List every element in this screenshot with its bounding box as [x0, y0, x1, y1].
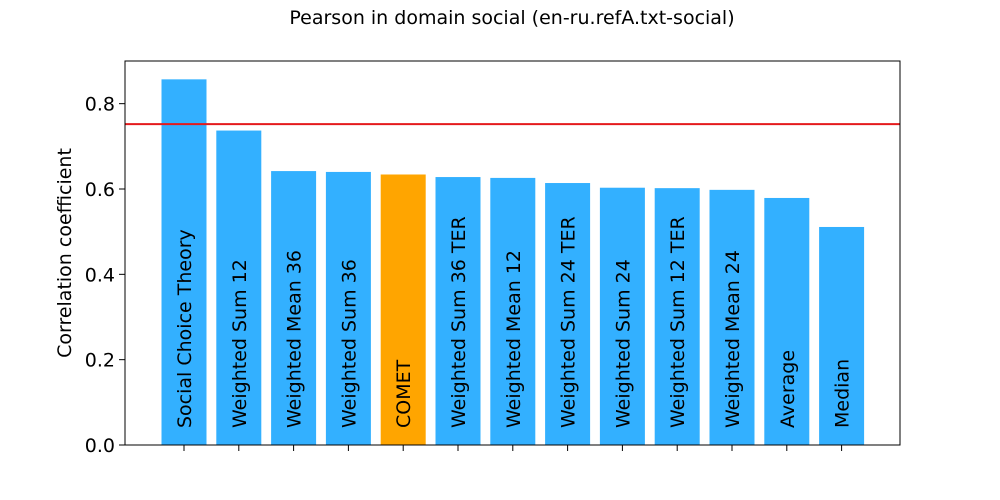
bar	[709, 189, 755, 445]
y-axis-label: Correlation coefficient	[54, 148, 76, 358]
bar-label: Weighted Sum 36 TER	[448, 216, 470, 428]
axes-frame	[124, 60, 901, 446]
bar	[764, 197, 810, 445]
bar-label: Weighted Mean 36	[284, 250, 306, 428]
bar	[435, 177, 481, 445]
bar-label: Weighted Sum 36	[338, 259, 360, 428]
bar-label: Weighted Sum 24 TER	[558, 216, 580, 428]
bar-label: Average	[777, 350, 799, 428]
y-tick-label: 0.6	[85, 179, 115, 201]
chart-title: Pearson in domain social (en-ru.refA.txt…	[289, 7, 734, 29]
y-tick-label: 0.8	[85, 94, 115, 116]
bar-label: Median	[832, 359, 854, 428]
bar-label: Weighted Sum 12	[229, 259, 251, 428]
bar-label: Weighted Mean 24	[722, 250, 744, 428]
bar	[545, 183, 591, 445]
y-tick-label: 0.0	[85, 435, 115, 457]
bar	[216, 130, 262, 445]
plot-area: Social Choice Theory Weighted Sum 12 Weigh…	[85, 60, 901, 457]
bar	[325, 171, 371, 445]
bar	[490, 177, 536, 445]
bar-label: Weighted Sum 24	[612, 259, 634, 428]
bar	[380, 174, 426, 445]
y-tick-label: 0.2	[85, 350, 115, 372]
bar	[599, 187, 645, 445]
bar	[654, 188, 700, 445]
y-tick-label: 0.4	[85, 264, 115, 286]
bar-label: Weighted Mean 12	[503, 250, 525, 428]
bar	[271, 171, 317, 445]
bar	[161, 79, 207, 445]
bar-label: Weighted Sum 12 TER	[667, 216, 689, 428]
bar-label: Social Choice Theory	[174, 229, 196, 428]
bar	[819, 226, 865, 445]
bar-label: COMET	[393, 359, 415, 428]
